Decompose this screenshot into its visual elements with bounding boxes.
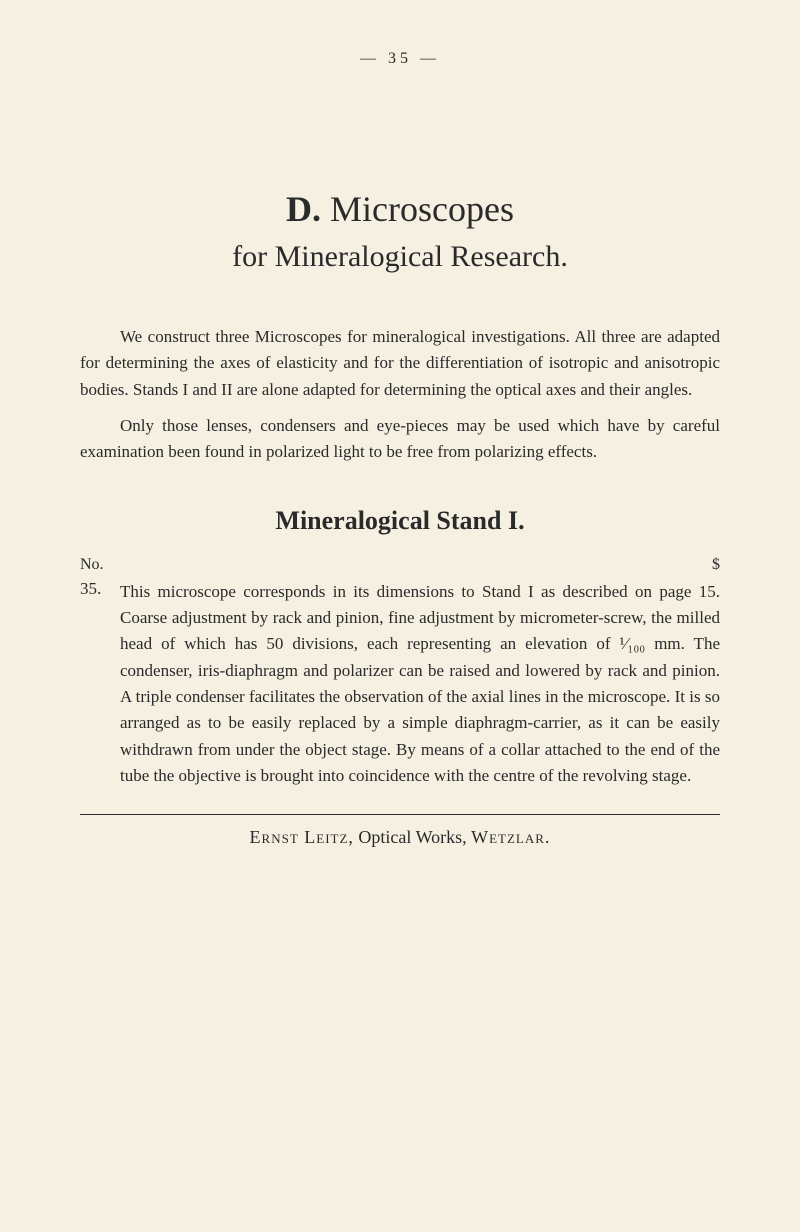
page-number: — 35 —	[80, 50, 720, 68]
entry-35: 35. This microscope corresponds in its d…	[80, 579, 720, 790]
entry-number: 35.	[80, 579, 120, 599]
section-label: D.	[286, 189, 321, 229]
intro-paragraph-2: Only those lenses, condensers and eye-pi…	[80, 413, 720, 466]
section-title: D. Microscopes	[80, 188, 720, 230]
section-subtitle: for Mineralogical Research.	[80, 240, 720, 274]
footer-place: Wetzlar.	[471, 827, 550, 847]
footer: Ernst Leitz, Optical Works, Wetzlar.	[80, 827, 720, 848]
footer-company-name: Ernst Leitz,	[250, 827, 354, 847]
footer-divider	[80, 814, 720, 815]
entry-header-row: No. $	[80, 556, 720, 574]
footer-middle: Optical Works,	[354, 827, 471, 847]
intro-paragraph-1: We construct three Microscopes for miner…	[80, 324, 720, 403]
stand-title: Mineralogical Stand I.	[80, 506, 720, 536]
dollar-column-label: $	[712, 556, 720, 574]
no-column-label: No.	[80, 556, 120, 574]
section-main-title: Microscopes	[330, 189, 514, 229]
entry-description: This microscope corresponds in its dimen…	[120, 579, 720, 790]
